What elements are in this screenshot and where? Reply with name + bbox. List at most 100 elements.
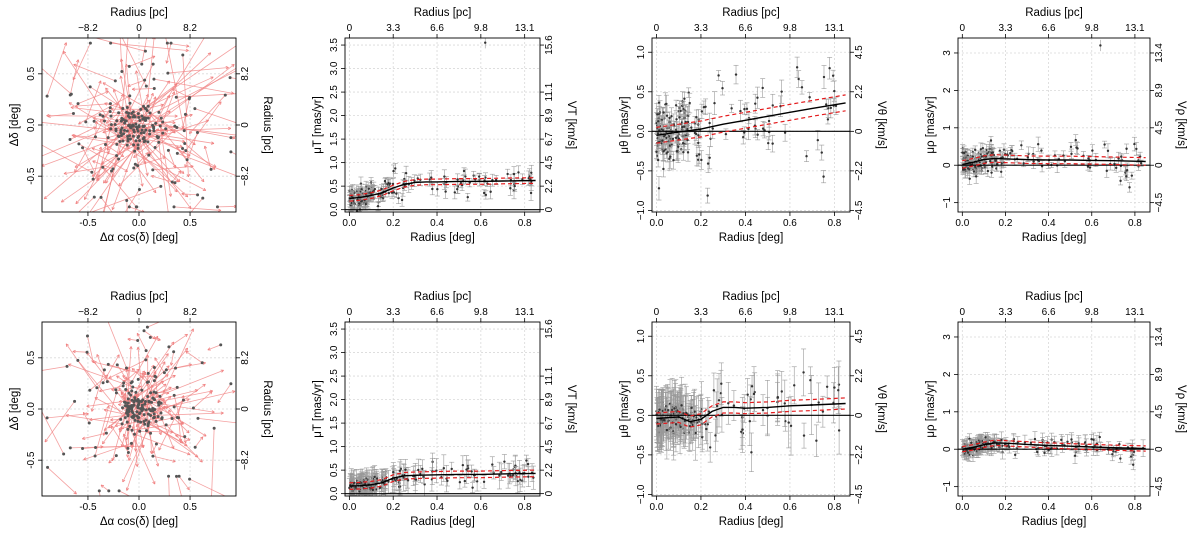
row2-vector-map-star-point <box>115 391 118 394</box>
row2-vector-map-vector-head <box>92 283 94 286</box>
row1-azimuthal-profile-data-point <box>698 153 700 155</box>
row1-vector-map-star-point <box>107 136 110 139</box>
row2-vector-map-star-point <box>143 329 146 332</box>
row1-tangential-profile-data-points <box>347 37 534 220</box>
row1-radial-profile-data-point <box>1010 149 1012 151</box>
row1-radial-profile-data-point <box>1087 157 1089 159</box>
row2-vector-map-star-point <box>172 350 175 353</box>
row2-vector-map-ytick-label: 0.0 <box>26 402 37 416</box>
row1-vector-map-star-point <box>133 150 136 153</box>
row1-tangential-profile-data-point <box>352 212 354 214</box>
row1-vector-map-star-point <box>171 181 174 184</box>
row2-vector-map-star-point <box>201 361 204 364</box>
row1-radial-profile-ytick-label: 2 <box>942 87 953 93</box>
row2-azimuthal-profile-data-point <box>733 404 735 406</box>
row2-vector-map-plot-area <box>8 283 266 532</box>
row1-azimuthal-profile-ylabel: μθ [mas/yr] <box>619 96 631 153</box>
row2-vector-map-motion-vector <box>112 406 127 461</box>
row2-vector-map-star-point <box>131 386 134 389</box>
row1-tangential-profile-data-point <box>530 192 532 194</box>
row2-vector-map-vector-head <box>104 530 107 533</box>
row2-azimuthal-profile-plot-area <box>652 349 850 472</box>
row1-vector-map-star-point <box>229 136 232 139</box>
row1-vector-map-star-point <box>109 127 112 130</box>
row2-vector-map-star-point <box>127 451 130 454</box>
row1-radial-profile-data-point <box>1119 180 1121 182</box>
row2-vector-map-xtick-label: 0.5 <box>183 502 197 513</box>
row1-vector-map-motion-vector <box>74 64 116 80</box>
row2-vector-map-star-point <box>102 381 105 384</box>
row1-radial-profile-data-point <box>1070 153 1072 155</box>
row1-radial-profile-ytick-label: −1 <box>942 197 953 209</box>
row2-tangential-profile-data-point <box>462 464 464 466</box>
row2-vector-map-star-point <box>177 416 180 419</box>
row1-radial-profile-plot-area <box>958 40 1150 192</box>
row1-vector-map-star-point <box>132 166 135 169</box>
row1-azimuthal-profile-data-point <box>672 138 674 140</box>
row1-azimuthal-profile-ytick-label: 0.5 <box>636 84 647 98</box>
row1-vector-map-star-point <box>157 111 160 114</box>
row1-azimuthal-profile-right-tick-label: −2.2 <box>854 161 865 181</box>
row1-tangential-profile-data-point <box>467 196 469 198</box>
row2-vector-map-motion-vector <box>73 351 87 352</box>
row1-radial-profile-data-point <box>987 170 989 172</box>
row1-vector-map-ytick-label: 0.5 <box>26 66 37 80</box>
row1-azimuthal-profile-xtick-label: 0.0 <box>649 218 663 229</box>
row1-tangential-profile-ylabel: μT [mas/yr] <box>312 96 324 154</box>
row1-vector-map-star-point <box>143 140 146 143</box>
row2-vector-map-star-point <box>159 412 162 415</box>
row1-azimuthal-profile-data-point <box>690 126 692 128</box>
row1-vector-map-motion-vector <box>127 200 128 217</box>
row1-azimuthal-profile-data-point <box>669 144 671 146</box>
row2-vector-map-star-point <box>130 442 133 445</box>
row1-azimuthal-profile-data-point <box>686 128 688 130</box>
row2-tangential-profile-right-tick-label: 6.7 <box>544 416 555 430</box>
row2-azimuthal-profile-data-point <box>803 434 805 436</box>
row2-tangential-profile-xtick-label: 0.6 <box>474 502 488 513</box>
row1-azimuthal-profile-top-tick-label: 0 <box>654 23 660 34</box>
row2-vector-map-motion-vector <box>195 437 203 447</box>
row1-azimuthal-profile-data-point <box>670 115 672 117</box>
row1-tangential-profile-right-tick-label: 8.9 <box>544 108 555 122</box>
row1-azimuthal-profile-data-point <box>682 142 684 144</box>
row1-vector-map-star-point <box>183 129 186 132</box>
row1-tangential-profile-data-point <box>397 197 399 199</box>
row1-azimuthal-profile-data-point <box>797 78 799 80</box>
row2-tangential-profile-right-tick-label: 15.6 <box>544 319 555 339</box>
row2-vector-map-star-point <box>86 351 89 354</box>
row1-vector-map-xlabel: Δα cos(δ) [deg] <box>100 232 178 244</box>
row2-vector-map-star-point <box>139 421 142 424</box>
row2-vector-map-star-point <box>146 381 149 384</box>
row1-vector-map-star-point <box>109 102 112 105</box>
row2-tangential-profile-data-point <box>491 463 493 465</box>
row1-tangential-profile-data-point <box>377 205 379 207</box>
row1-azimuthal-profile-data-point <box>761 87 763 89</box>
row1-vector-map-star-point <box>149 111 152 114</box>
row1-tangential-profile-ytick-label: 3.0 <box>329 61 340 75</box>
row2-vector-map-star-point <box>148 408 151 411</box>
row2-vector-map-star-point <box>107 363 110 366</box>
row1-vector-map-star-point <box>144 50 147 53</box>
row2-vector-map-star-point <box>134 419 137 422</box>
row2-vector-map-motion-vector <box>82 433 106 439</box>
row1-vector-map-star-point <box>72 112 75 115</box>
row1-vector-map-star-point <box>126 106 129 109</box>
row1-azimuthal-profile-data-point <box>666 114 668 116</box>
row1-radial-profile-data-point <box>986 152 988 154</box>
row1-tangential-profile-xlabel: Radius [deg] <box>410 232 475 244</box>
row1-vector-map-star-point <box>159 124 162 127</box>
row2-vector-map-star-point <box>126 421 129 424</box>
row2-vector-map-star-point <box>141 404 144 407</box>
row2-vector-map-star-point <box>128 425 131 428</box>
row1-azimuthal-profile-data-point <box>675 137 677 139</box>
row2-vector-map-star-point <box>153 408 156 411</box>
row1-vector-map-vector-head <box>126 215 129 218</box>
row2-tangential-profile-data-point <box>372 489 374 491</box>
row1-azimuthal-profile-data-point <box>721 87 723 89</box>
row1-tangential-profile-ytick-label: 1.0 <box>329 155 340 169</box>
row2-tangential-profile-data-point <box>527 476 529 478</box>
